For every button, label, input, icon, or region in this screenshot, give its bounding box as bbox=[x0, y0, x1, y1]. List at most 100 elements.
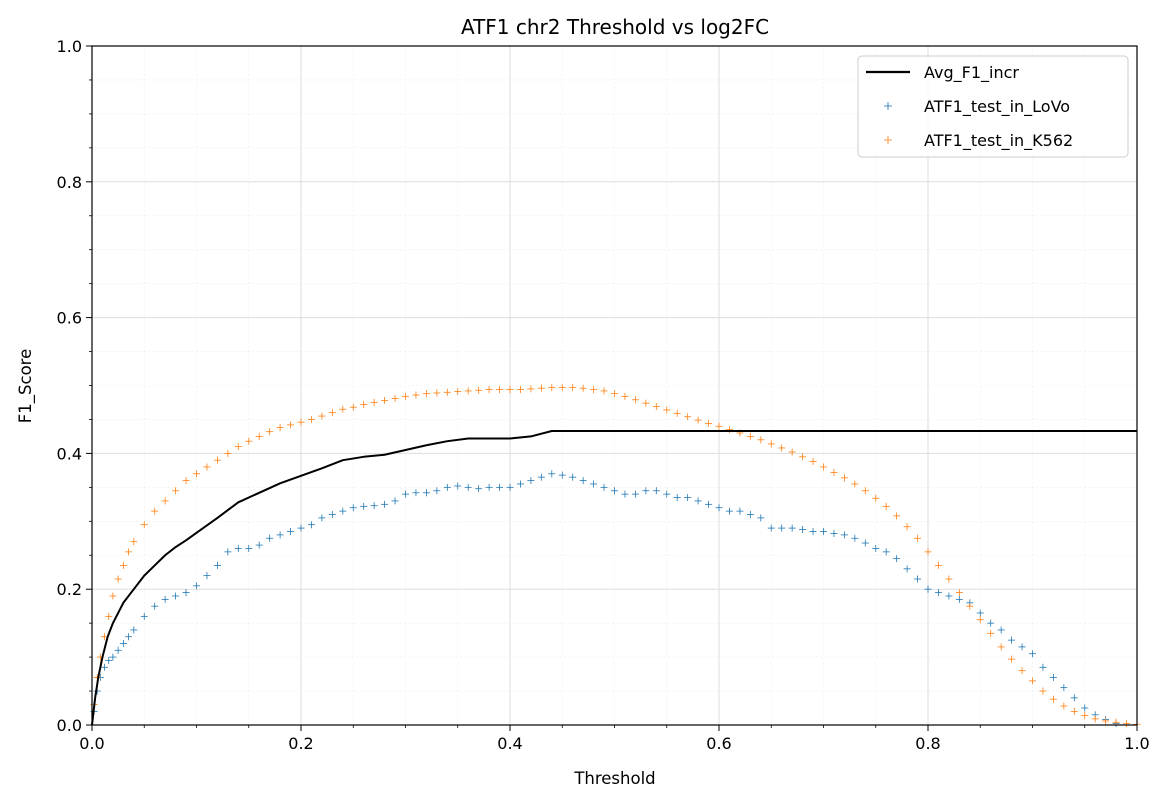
data-point bbox=[621, 490, 629, 498]
data-point bbox=[934, 561, 942, 569]
data-point bbox=[1039, 663, 1047, 671]
data-point bbox=[997, 626, 1005, 634]
data-point bbox=[600, 483, 608, 491]
data-point bbox=[914, 575, 922, 583]
data-point bbox=[767, 440, 775, 448]
data-point bbox=[318, 412, 326, 420]
data-point bbox=[454, 388, 462, 396]
data-point bbox=[537, 384, 545, 392]
x-tick-label: 0.0 bbox=[79, 734, 104, 753]
data-point bbox=[882, 502, 890, 510]
data-point bbox=[318, 514, 326, 522]
data-point bbox=[1060, 684, 1068, 692]
data-point bbox=[537, 473, 545, 481]
data-point bbox=[114, 575, 122, 583]
data-point bbox=[1029, 677, 1036, 685]
data-point bbox=[809, 527, 817, 535]
data-point bbox=[307, 415, 315, 423]
data-point bbox=[381, 396, 389, 404]
data-point bbox=[809, 458, 817, 466]
data-point bbox=[1070, 707, 1078, 715]
data-point bbox=[705, 420, 713, 428]
data-point bbox=[339, 405, 347, 413]
data-point bbox=[422, 390, 430, 398]
data-point bbox=[130, 538, 138, 546]
data-point bbox=[1123, 720, 1131, 728]
data-point bbox=[485, 483, 493, 491]
data-point bbox=[778, 524, 786, 532]
data-point bbox=[527, 385, 535, 393]
data-point bbox=[569, 473, 577, 481]
data-point bbox=[485, 386, 493, 394]
tick-labels: 0.0 0.2 0.4 0.6 0.8 1.0 0.0 0.2 0.4 0.6 0.8 1.0 bbox=[57, 37, 1150, 753]
data-point bbox=[778, 444, 786, 452]
data-point bbox=[966, 602, 974, 610]
data-point bbox=[840, 531, 848, 539]
data-point bbox=[475, 485, 483, 493]
data-point bbox=[663, 406, 671, 414]
data-point bbox=[1049, 695, 1057, 703]
data-point bbox=[203, 572, 211, 580]
data-point bbox=[976, 616, 984, 624]
data-point bbox=[955, 595, 963, 603]
data-point bbox=[496, 386, 504, 394]
data-point bbox=[569, 384, 577, 392]
data-point bbox=[328, 511, 336, 519]
data-point bbox=[715, 504, 723, 512]
data-point bbox=[370, 502, 378, 510]
y-tick-label: 0.6 bbox=[57, 309, 82, 328]
data-point bbox=[412, 391, 420, 399]
data-point bbox=[402, 490, 409, 498]
data-point bbox=[360, 401, 368, 409]
data-point bbox=[934, 589, 942, 597]
data-point bbox=[193, 582, 200, 590]
data-point bbox=[893, 555, 901, 563]
data-point bbox=[851, 480, 859, 488]
data-point bbox=[161, 595, 169, 603]
data-point bbox=[101, 663, 109, 671]
data-point bbox=[349, 403, 357, 411]
data-point bbox=[903, 523, 911, 531]
data-point bbox=[820, 527, 827, 535]
series-ATF1_test_in_K562 bbox=[90, 384, 1141, 728]
data-point bbox=[830, 468, 838, 476]
data-point bbox=[1008, 655, 1016, 663]
data-point bbox=[454, 482, 462, 490]
minor-grid bbox=[92, 46, 1137, 725]
data-point bbox=[245, 437, 253, 445]
x-tick-label: 1.0 bbox=[1124, 734, 1149, 753]
y-tick-label: 0.4 bbox=[57, 444, 82, 463]
data-point bbox=[590, 480, 598, 488]
data-point bbox=[172, 592, 180, 600]
data-point bbox=[172, 487, 180, 495]
data-point bbox=[1091, 715, 1099, 723]
data-point bbox=[715, 422, 723, 430]
data-point bbox=[349, 504, 357, 512]
data-point bbox=[631, 490, 639, 498]
data-point bbox=[433, 389, 441, 397]
data-point bbox=[684, 413, 692, 421]
data-point bbox=[119, 561, 127, 569]
data-point bbox=[684, 494, 692, 502]
data-point bbox=[287, 421, 295, 429]
data-point bbox=[600, 387, 608, 395]
data-point bbox=[987, 619, 995, 627]
data-point bbox=[339, 507, 347, 515]
y-axis-label: F1_Score bbox=[16, 349, 36, 423]
data-point bbox=[590, 386, 598, 394]
data-point bbox=[182, 477, 190, 485]
data-point bbox=[924, 548, 932, 556]
data-point bbox=[412, 489, 420, 497]
data-point bbox=[1060, 702, 1068, 710]
data-point bbox=[109, 592, 117, 600]
data-point bbox=[464, 387, 472, 395]
data-point bbox=[443, 388, 451, 396]
data-point bbox=[105, 612, 113, 620]
data-point bbox=[694, 416, 702, 424]
data-point bbox=[105, 657, 113, 664]
data-point bbox=[370, 398, 378, 406]
data-point bbox=[872, 494, 880, 502]
data-point bbox=[328, 409, 336, 417]
axis-ticks bbox=[86, 45, 1138, 731]
data-point bbox=[767, 524, 775, 532]
